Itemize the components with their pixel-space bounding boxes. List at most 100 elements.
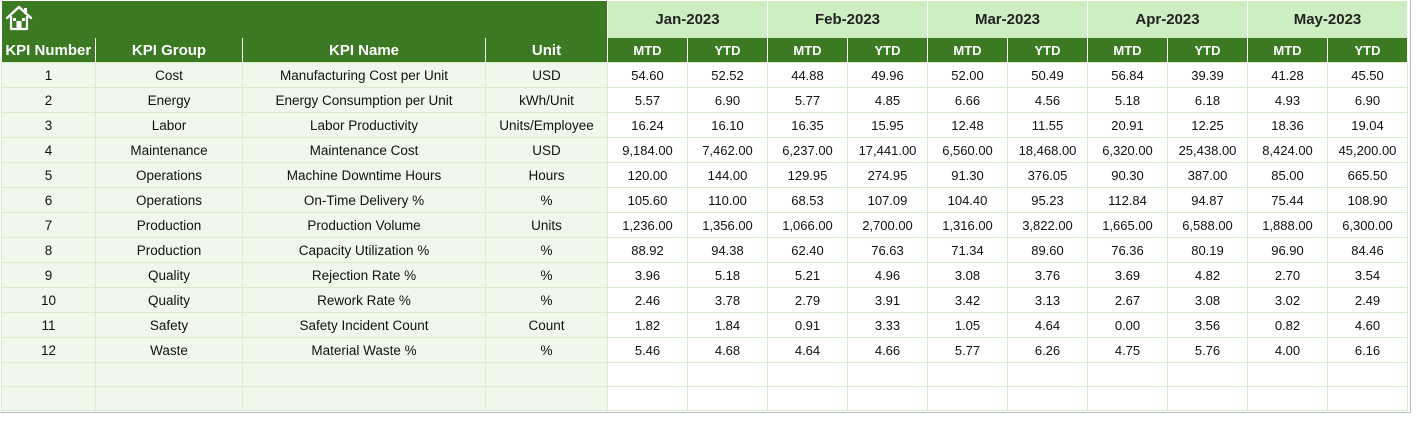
ytd-value-cell[interactable]: 15.95 <box>847 112 928 138</box>
ytd-value-cell[interactable]: 144.00 <box>687 162 768 188</box>
mtd-value-cell[interactable]: 2.79 <box>767 287 848 313</box>
ytd-value-cell[interactable]: 108.90 <box>1327 187 1408 213</box>
ytd-value-cell[interactable]: 4.82 <box>1167 262 1248 288</box>
kpi-name-cell[interactable]: Maintenance Cost <box>242 137 486 163</box>
empty-cell[interactable] <box>1327 362 1408 387</box>
kpi-name-cell[interactable]: Material Waste % <box>242 337 486 363</box>
kpi-group-cell[interactable]: Quality <box>95 262 243 288</box>
mtd-value-cell[interactable]: 0.00 <box>1087 312 1168 338</box>
ytd-value-cell[interactable]: 45,200.00 <box>1327 137 1408 163</box>
kpi-number-cell[interactable]: 3 <box>1 112 96 138</box>
ytd-value-cell[interactable]: 4.64 <box>1007 312 1088 338</box>
ytd-value-cell[interactable]: 4.96 <box>847 262 928 288</box>
kpi-group-cell[interactable]: Operations <box>95 187 243 213</box>
ytd-value-cell[interactable]: 94.87 <box>1167 187 1248 213</box>
empty-cell[interactable] <box>1087 362 1168 387</box>
kpi-name-cell[interactable]: Manufacturing Cost per Unit <box>242 62 486 88</box>
empty-cell[interactable] <box>1167 362 1248 387</box>
mtd-value-cell[interactable]: 112.84 <box>1087 187 1168 213</box>
kpi-name-cell[interactable]: Machine Downtime Hours <box>242 162 486 188</box>
mtd-value-cell[interactable]: 62.40 <box>767 237 848 263</box>
kpi-number-cell[interactable]: 11 <box>1 312 96 338</box>
empty-cell[interactable] <box>1087 386 1168 411</box>
unit-cell[interactable]: % <box>485 187 608 213</box>
mtd-value-cell[interactable]: 4.93 <box>1247 87 1328 113</box>
mtd-value-cell[interactable]: 1,316.00 <box>927 212 1008 238</box>
mtd-value-cell[interactable]: 0.82 <box>1247 312 1328 338</box>
kpi-name-cell[interactable]: Rejection Rate % <box>242 262 486 288</box>
mtd-value-cell[interactable]: 1,888.00 <box>1247 212 1328 238</box>
kpi-number-cell[interactable]: 9 <box>1 262 96 288</box>
ytd-value-cell[interactable]: 39.39 <box>1167 62 1248 88</box>
mtd-value-cell[interactable]: 5.77 <box>767 87 848 113</box>
mtd-value-cell[interactable]: 0.91 <box>767 312 848 338</box>
empty-cell[interactable] <box>1 386 96 411</box>
ytd-value-cell[interactable]: 5.18 <box>687 262 768 288</box>
mtd-value-cell[interactable]: 5.77 <box>927 337 1008 363</box>
empty-cell[interactable] <box>242 386 486 411</box>
ytd-value-cell[interactable]: 387.00 <box>1167 162 1248 188</box>
home-icon[interactable] <box>4 3 34 33</box>
empty-cell[interactable] <box>927 362 1008 387</box>
mtd-value-cell[interactable]: 71.34 <box>927 237 1008 263</box>
empty-cell[interactable] <box>847 386 928 411</box>
mtd-value-cell[interactable]: 20.91 <box>1087 112 1168 138</box>
kpi-name-cell[interactable]: Energy Consumption per Unit <box>242 87 486 113</box>
kpi-number-cell[interactable]: 8 <box>1 237 96 263</box>
mtd-value-cell[interactable]: 75.44 <box>1247 187 1328 213</box>
kpi-number-cell[interactable]: 5 <box>1 162 96 188</box>
kpi-number-cell[interactable]: 12 <box>1 337 96 363</box>
mtd-value-cell[interactable]: 52.00 <box>927 62 1008 88</box>
unit-cell[interactable]: Units <box>485 212 608 238</box>
mtd-value-cell[interactable]: 41.28 <box>1247 62 1328 88</box>
kpi-group-cell[interactable]: Energy <box>95 87 243 113</box>
ytd-value-cell[interactable]: 3.91 <box>847 287 928 313</box>
kpi-group-cell[interactable]: Maintenance <box>95 137 243 163</box>
ytd-value-cell[interactable]: 4.56 <box>1007 87 1088 113</box>
ytd-value-cell[interactable]: 76.63 <box>847 237 928 263</box>
ytd-value-cell[interactable]: 107.09 <box>847 187 928 213</box>
unit-cell[interactable]: % <box>485 337 608 363</box>
ytd-value-cell[interactable]: 89.60 <box>1007 237 1088 263</box>
mtd-value-cell[interactable]: 2.46 <box>607 287 688 313</box>
empty-cell[interactable] <box>242 362 486 387</box>
mtd-value-cell[interactable]: 4.75 <box>1087 337 1168 363</box>
ytd-value-cell[interactable]: 665.50 <box>1327 162 1408 188</box>
ytd-value-cell[interactable]: 3.76 <box>1007 262 1088 288</box>
mtd-value-cell[interactable]: 8,424.00 <box>1247 137 1328 163</box>
ytd-value-cell[interactable]: 2,700.00 <box>847 212 928 238</box>
unit-cell[interactable]: Hours <box>485 162 608 188</box>
unit-cell[interactable]: USD <box>485 137 608 163</box>
mtd-value-cell[interactable]: 4.64 <box>767 337 848 363</box>
empty-cell[interactable] <box>1247 386 1328 411</box>
mtd-value-cell[interactable]: 1,665.00 <box>1087 212 1168 238</box>
ytd-value-cell[interactable]: 95.23 <box>1007 187 1088 213</box>
empty-cell[interactable] <box>95 362 243 387</box>
mtd-value-cell[interactable]: 91.30 <box>927 162 1008 188</box>
mtd-value-cell[interactable]: 2.67 <box>1087 287 1168 313</box>
ytd-value-cell[interactable]: 4.66 <box>847 337 928 363</box>
unit-cell[interactable]: % <box>485 237 608 263</box>
kpi-group-cell[interactable]: Quality <box>95 287 243 313</box>
mtd-value-cell[interactable]: 6,320.00 <box>1087 137 1168 163</box>
mtd-value-cell[interactable]: 3.02 <box>1247 287 1328 313</box>
mtd-value-cell[interactable]: 54.60 <box>607 62 688 88</box>
mtd-value-cell[interactable]: 88.92 <box>607 237 688 263</box>
kpi-number-cell[interactable]: 7 <box>1 212 96 238</box>
mtd-value-cell[interactable]: 3.42 <box>927 287 1008 313</box>
mtd-value-cell[interactable]: 120.00 <box>607 162 688 188</box>
mtd-value-cell[interactable]: 2.70 <box>1247 262 1328 288</box>
kpi-number-cell[interactable]: 2 <box>1 87 96 113</box>
empty-cell[interactable] <box>927 386 1008 411</box>
ytd-value-cell[interactable]: 110.00 <box>687 187 768 213</box>
kpi-name-cell[interactable]: Production Volume <box>242 212 486 238</box>
kpi-group-cell[interactable]: Safety <box>95 312 243 338</box>
ytd-value-cell[interactable]: 12.25 <box>1167 112 1248 138</box>
mtd-value-cell[interactable]: 12.48 <box>927 112 1008 138</box>
ytd-value-cell[interactable]: 45.50 <box>1327 62 1408 88</box>
ytd-value-cell[interactable]: 3.33 <box>847 312 928 338</box>
kpi-group-cell[interactable]: Operations <box>95 162 243 188</box>
mtd-value-cell[interactable]: 1.82 <box>607 312 688 338</box>
ytd-value-cell[interactable]: 6,300.00 <box>1327 212 1408 238</box>
kpi-group-cell[interactable]: Production <box>95 237 243 263</box>
